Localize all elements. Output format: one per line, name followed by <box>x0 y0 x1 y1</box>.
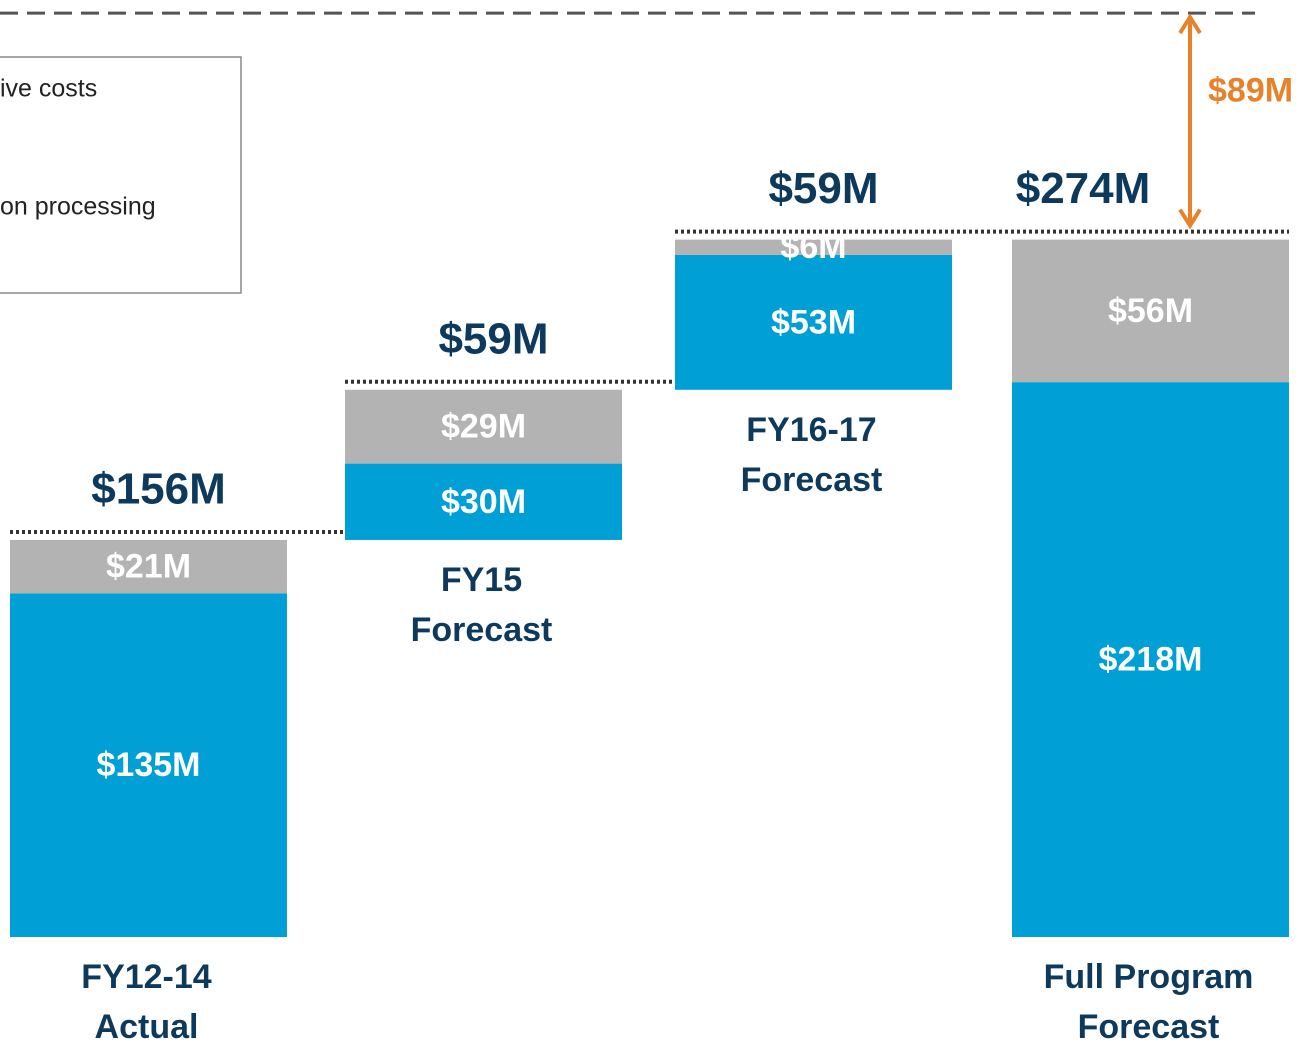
bar-segment <box>675 254 952 390</box>
annotation-label: $89M <box>1208 71 1293 109</box>
bar-segment <box>345 389 622 464</box>
bar-segment <box>10 593 287 937</box>
legend-box <box>0 56 242 294</box>
total-label: $274M <box>1016 164 1151 213</box>
total-label: $59M <box>438 314 548 363</box>
bar-segment <box>1012 382 1289 937</box>
value-label: $6M <box>780 228 846 266</box>
legend-label: on processing <box>0 193 156 221</box>
value-label: $30M <box>441 483 526 521</box>
arrow-head <box>1178 13 1202 35</box>
category-label: Forecast <box>411 611 553 649</box>
bar-segment <box>1012 239 1289 383</box>
category-label: FY16-17 <box>746 411 876 449</box>
total-label: $156M <box>91 465 226 514</box>
category-label: Forecast <box>741 461 883 499</box>
category-label: Full Program <box>1044 958 1254 996</box>
value-label: $135M <box>97 746 201 784</box>
category-label: Forecast <box>1078 1008 1220 1046</box>
legend-label: ive costs <box>0 75 97 103</box>
value-label: $21M <box>106 548 191 586</box>
category-label: Actual <box>95 1008 199 1046</box>
category-label: FY12-14 <box>81 958 211 996</box>
value-label: $56M <box>1108 292 1193 330</box>
bar-segment <box>345 463 622 540</box>
arrow-head <box>1178 208 1202 230</box>
value-label: $29M <box>441 408 526 446</box>
bar-segment <box>675 239 952 255</box>
bar-segment <box>10 539 287 594</box>
total-label: $59M <box>768 164 878 213</box>
value-label: $53M <box>771 303 856 341</box>
category-label: FY15 <box>441 561 522 599</box>
value-label: $218M <box>1099 641 1203 679</box>
